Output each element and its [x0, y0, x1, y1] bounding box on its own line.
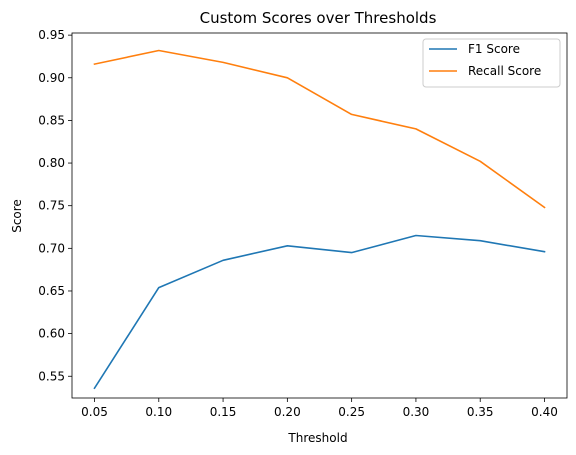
x-axis-label: Threshold	[287, 431, 347, 445]
y-tick-label: 0.95	[38, 28, 65, 42]
legend-entry-label: F1 Score	[468, 42, 520, 56]
x-tick-label: 0.15	[210, 405, 237, 419]
y-tick-label: 0.70	[38, 241, 65, 255]
y-axis-label: Score	[10, 199, 24, 233]
y-tick-label: 0.75	[38, 199, 65, 213]
x-tick-label: 0.40	[531, 405, 558, 419]
y-tick-label: 0.90	[38, 71, 65, 85]
y-tick-label: 0.65	[38, 284, 65, 298]
x-tick-label: 0.20	[274, 405, 301, 419]
x-axis: 0.05 0.10 0.15 0.20 0.25 0.30 0.35 0.40	[81, 398, 558, 419]
chart-title: Custom Scores over Thresholds	[200, 9, 437, 27]
legend: F1 Score Recall Score	[422, 38, 561, 88]
y-tick-label: 0.55	[38, 369, 65, 383]
x-tick-label: 0.30	[403, 405, 430, 419]
y-axis: 0.55 0.60 0.65 0.70 0.75 0.80 0.85 0.90 0.95	[38, 28, 72, 383]
series-line-1	[93, 49, 546, 209]
legend-box	[422, 38, 561, 88]
series-line-0	[93, 234, 546, 390]
y-tick-label: 0.60	[38, 327, 65, 341]
y-tick-label: 0.85	[38, 113, 65, 127]
y-tick-label: 0.80	[38, 156, 65, 170]
x-tick-label: 0.05	[81, 405, 108, 419]
plot-frame	[71, 32, 568, 399]
legend-entry-label: Recall Score	[468, 64, 541, 78]
x-tick-label: 0.10	[145, 405, 172, 419]
x-tick-label: 0.35	[467, 405, 494, 419]
x-tick-label: 0.25	[338, 405, 365, 419]
plot-lines	[93, 49, 546, 390]
